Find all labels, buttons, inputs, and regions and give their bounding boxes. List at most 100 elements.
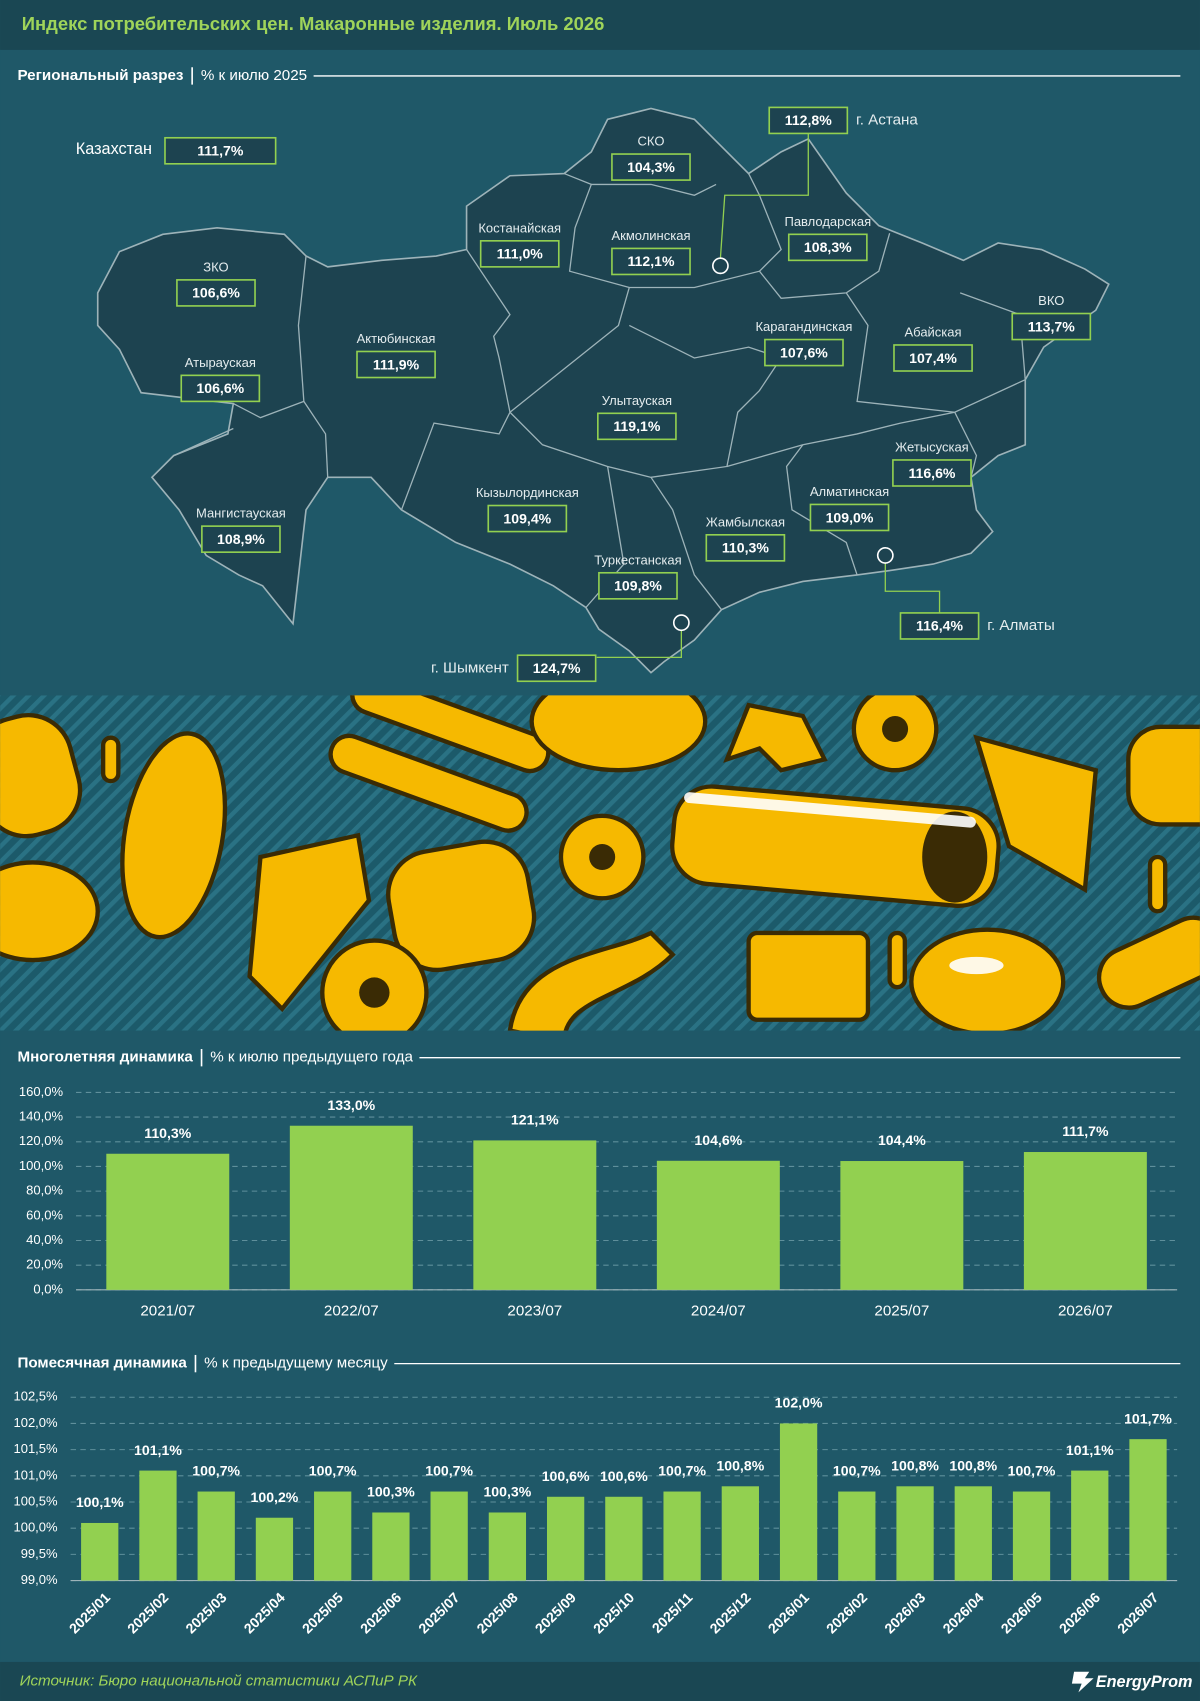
value-label: 100,2%: [251, 1489, 299, 1505]
value-label: 107,6%: [780, 344, 828, 360]
bar: [1129, 1439, 1167, 1581]
y-tick-label: 99,0%: [21, 1572, 58, 1587]
region-name: Кызылординская: [476, 485, 579, 500]
y-tick-label: 0,0%: [33, 1281, 63, 1296]
value-label: 100,3%: [367, 1484, 415, 1500]
region-name: Актюбинская: [357, 331, 436, 346]
value-label: 101,1%: [134, 1442, 182, 1458]
region-name: Абайская: [905, 324, 962, 339]
value-label: 100,1%: [76, 1494, 124, 1510]
value-label: 111,9%: [373, 356, 420, 372]
logo-icon: [1071, 1671, 1094, 1693]
region-name: ЗКО: [203, 259, 228, 274]
value-label: 106,6%: [192, 285, 240, 301]
bar: [139, 1470, 177, 1581]
value-box: [787, 233, 868, 262]
region-name: Павлодарская: [784, 214, 871, 229]
value-label: 100,7%: [309, 1463, 357, 1479]
bar: [1023, 1152, 1147, 1290]
value-label: 100,8%: [716, 1457, 764, 1473]
value-box: [516, 654, 597, 683]
value-label: 111,7%: [197, 143, 244, 159]
bar: [197, 1491, 235, 1581]
region-name: г. Шымкент: [431, 659, 509, 676]
value-box: [201, 525, 281, 553]
value-box: [598, 571, 678, 600]
y-tick-label: 100,0%: [19, 1158, 64, 1173]
value-box: [611, 153, 691, 181]
bar: [656, 1160, 780, 1290]
source: Источник: Бюро национальной статистики А…: [20, 1672, 418, 1689]
value-label: 109,4%: [503, 510, 551, 526]
value-label: 104,3%: [627, 159, 675, 175]
bar: [473, 1140, 597, 1290]
y-tick-label: 160,0%: [19, 1084, 64, 1099]
bar: [840, 1161, 964, 1290]
value-label: 101,7%: [1124, 1410, 1172, 1426]
bar: [721, 1486, 759, 1581]
y-tick-label: 102,0%: [13, 1415, 58, 1430]
section-subtitle: % к июлю предыдущего года: [210, 1049, 413, 1066]
section-subtitle: % к июлю 2025: [201, 67, 307, 84]
city-marker: [712, 257, 729, 275]
value-label: 110,3%: [722, 540, 769, 556]
x-tick-label: 2025/07: [874, 1303, 929, 1320]
value-label: 100,8%: [891, 1457, 939, 1473]
bar: [81, 1522, 119, 1581]
value-label: 100,6%: [600, 1468, 648, 1484]
bar: [605, 1496, 643, 1581]
bar: [546, 1496, 585, 1581]
value-label: 100,8%: [949, 1457, 997, 1473]
value-box: [899, 612, 980, 640]
x-tick-label: 2023/07: [507, 1303, 562, 1320]
region-name: Акмолинская: [611, 228, 690, 243]
value-label: 100,7%: [658, 1463, 706, 1479]
city-marker: [876, 547, 894, 564]
logo: EnergyProm: [1096, 1673, 1193, 1691]
value-label: 119,1%: [613, 418, 660, 434]
value-label: 102,0%: [775, 1395, 823, 1411]
leader-lines: [596, 133, 941, 659]
city-marker: [672, 614, 690, 632]
value-box: [809, 503, 890, 532]
value-label: 100,7%: [192, 1463, 240, 1479]
value-label: 112,1%: [627, 253, 674, 269]
region-name: г. Астана: [856, 111, 918, 128]
value-box: [611, 247, 691, 276]
x-tick-label: 2026/07: [1058, 1303, 1113, 1320]
value-label: 100,7%: [833, 1463, 881, 1479]
value-label: 104,6%: [694, 1132, 742, 1148]
y-tick-label: 20,0%: [26, 1257, 63, 1272]
bar: [430, 1491, 468, 1581]
value-label: 116,4%: [916, 618, 963, 634]
value-label: 112,8%: [785, 112, 832, 128]
value-box: [705, 534, 786, 562]
bar: [488, 1512, 527, 1581]
region-name: Жамбылская: [706, 514, 785, 529]
region-name: Мангистауская: [196, 506, 286, 521]
value-label: 116,6%: [908, 465, 955, 481]
value-label: 111,7%: [1062, 1123, 1109, 1139]
value-label: 108,3%: [804, 239, 852, 255]
bar: [289, 1125, 413, 1290]
value-label: 109,8%: [614, 578, 662, 594]
x-tick-label: 2024/07: [691, 1303, 746, 1320]
value-label: 108,9%: [217, 531, 265, 547]
value-label: 100,6%: [542, 1468, 590, 1484]
region-name: Туркестанская: [594, 552, 681, 567]
footer-bar: [0, 1661, 1200, 1701]
header-bar: [0, 0, 1200, 50]
value-box: [356, 350, 436, 379]
y-tick-label: 99,5%: [21, 1546, 58, 1561]
page-title: Индекс потребительских цен. Макаронные и…: [22, 13, 605, 34]
section-title: Многолетняя динамика: [17, 1049, 193, 1066]
value-label: 106,6%: [196, 380, 244, 396]
section-title: Помесячная динамика: [17, 1355, 187, 1372]
bar: [1012, 1491, 1051, 1581]
x-tick-label: 2022/07: [324, 1303, 379, 1320]
region-name: Улытауская: [602, 393, 672, 408]
value-label: 100,7%: [425, 1463, 473, 1479]
value-label: 133,0%: [327, 1097, 375, 1113]
x-tick-label: 2021/07: [140, 1303, 195, 1320]
